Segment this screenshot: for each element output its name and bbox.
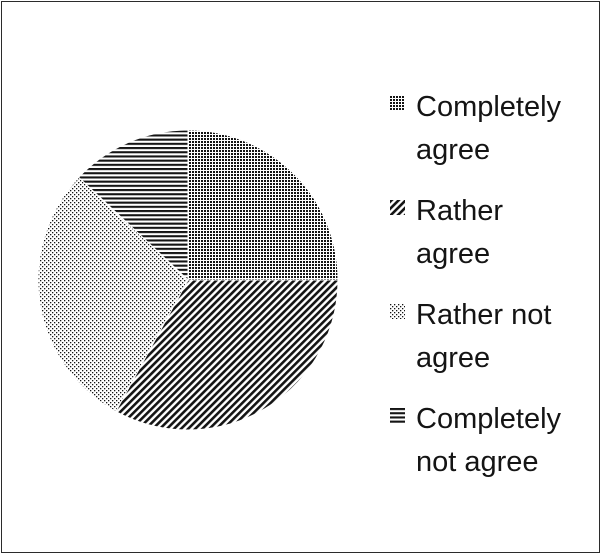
legend-swatch-icon [390,200,405,215]
pie-slice-completely-agree [187,129,339,281]
pie-slice-rather-agree [115,279,339,431]
legend-swatch-icon [390,408,405,423]
pie-slice-rather-not-agree [37,176,189,413]
pie-slices [37,129,339,431]
legend-item-completely-not-agree: Completely not agree [386,398,596,502]
pie-slice-completely-not-agree [77,129,189,282]
legend-label-line2: agree [416,342,491,374]
legend: Completely agree Rather agree Rather not… [386,86,596,502]
legend-label-line1: Completely [416,403,562,435]
legend-label-line1: Rather [416,195,504,227]
legend-swatch-icon [390,304,405,319]
legend-label: Rather not agree [416,294,551,380]
legend-label: Completely not agree [416,398,561,484]
legend-item-completely-agree: Completely agree [386,86,596,190]
legend-label-line2: not agree [416,446,539,478]
legend-label-line2: agree [416,134,491,166]
legend-label: Completely agree [416,86,561,172]
legend-item-rather-not-agree: Rather not agree [386,294,596,398]
legend-label-line2: agree [416,238,491,270]
legend-label-line1: Completely [416,91,562,123]
legend-label: Rather agree [416,190,503,276]
legend-label-line1: Rather not [416,299,552,331]
legend-item-rather-agree: Rather agree [386,190,596,294]
legend-swatch-icon [390,96,405,111]
